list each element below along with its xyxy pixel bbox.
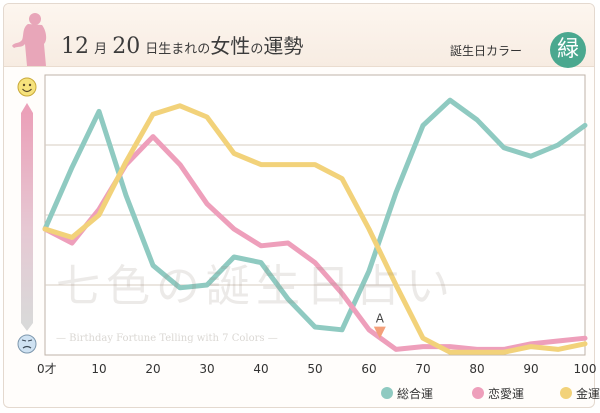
annotation-marker (373, 326, 386, 339)
x-tick-label: 90 (523, 362, 538, 376)
title-month: 12 (61, 34, 89, 59)
page-title: 12 月 20 日生まれの女性の運勢 (61, 30, 303, 59)
x-tick-label: 100 (574, 362, 597, 376)
series-line-1 (42, 134, 588, 352)
title-month-unit: 月 (94, 42, 108, 57)
legend-swatch-2 (560, 387, 572, 399)
x-tick-label: 60 (361, 362, 376, 376)
x-tick-label: 70 (415, 362, 430, 376)
series-line-2 (42, 103, 588, 355)
woman-silhouette-icon (12, 13, 47, 66)
header: 12 月 20 日生まれの女性の運勢 誕生日カラー 緑 (4, 4, 594, 68)
x-tick-label: 0才 (37, 362, 57, 376)
x-tick-label: 50 (307, 362, 322, 376)
smile-face-icon (17, 77, 37, 97)
title-gender: 女性 (210, 34, 251, 58)
x-tick-label: 30 (199, 362, 214, 376)
x-tick-label: 40 (253, 362, 268, 376)
x-tick-label: 20 (145, 362, 160, 376)
title-day: 20 (112, 34, 141, 59)
legend-label-1: 恋愛運 (488, 386, 524, 401)
mood-scale-bar (21, 103, 33, 331)
legend-swatch-1 (472, 387, 484, 399)
annotation-label: A (376, 312, 385, 326)
title-subject: 運勢 (263, 34, 304, 58)
x-tick-label: 80 (469, 362, 484, 376)
title-particle: の (250, 42, 264, 57)
legend-label-2: 金運 (576, 386, 600, 401)
legend-label-0: 総合運 (397, 386, 433, 401)
birth-color-badge: 緑 (550, 32, 586, 68)
watermark-title: 七色の誕生日占い (56, 261, 456, 312)
birth-color-label: 誕生日カラー (450, 44, 523, 58)
title-day-unit: 日生まれの (145, 42, 211, 57)
series-line-0 (42, 97, 588, 333)
legend-swatch-0 (381, 387, 393, 399)
watermark-subtitle: — Birthday Fortune Telling with 7 Colors… (56, 333, 278, 344)
x-tick-label: 10 (91, 362, 106, 376)
sad-face-icon (17, 334, 37, 354)
